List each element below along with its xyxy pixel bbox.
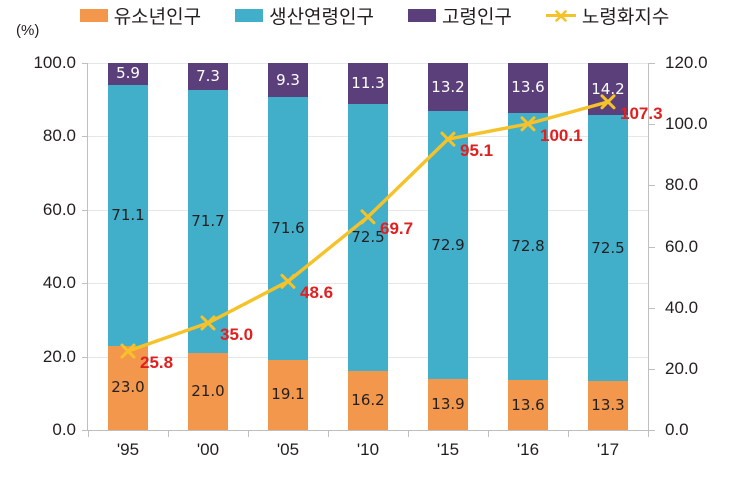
chart-legend: 유소년인구 생산연령인구 고령인구 노령화지수 xyxy=(0,0,749,30)
line-marker-x-icon[interactable] xyxy=(440,131,456,147)
right-axis-tickmark xyxy=(649,430,655,431)
bar-segment[interactable]: 72.8 xyxy=(508,112,548,381)
left-axis-tick-label: 80.0 xyxy=(42,126,76,146)
legend-item-2[interactable]: 생산연령인구 xyxy=(235,2,374,29)
x-axis-tickmark xyxy=(328,431,329,437)
bar-segment[interactable]: 72.5 xyxy=(348,104,388,371)
legend-item-1[interactable]: 유소년인구 xyxy=(79,2,202,29)
square-swatch-icon xyxy=(235,8,264,22)
left-axis-tick-label: 60.0 xyxy=(42,199,76,219)
right-axis-line xyxy=(648,63,649,431)
x-axis-tick-label: '16 xyxy=(516,440,540,459)
x-axis-tick-label: '17 xyxy=(596,440,620,459)
square-swatch-icon xyxy=(407,8,436,22)
line-x-marker-icon xyxy=(545,8,576,22)
x-axis-tick-label: '05 xyxy=(276,440,300,459)
right-axis-tick-label: 120.0 xyxy=(665,53,708,72)
line-value-label: 35.0 xyxy=(220,324,254,344)
line-marker-x-icon[interactable] xyxy=(120,343,136,359)
legend-item-3[interactable]: 고령인구 xyxy=(407,2,512,29)
right-axis-tickmark xyxy=(649,124,655,126)
right-axis-tickmark xyxy=(649,185,655,187)
line-series-layer: 25.8 35.0 48.6 69.7 95.1 100.1 107.3 xyxy=(88,63,663,430)
right-axis-tick-label: 60.0 xyxy=(665,236,699,256)
y-axis-unit-label: (%) xyxy=(16,22,40,39)
left-axis-tick-label: 100.0 xyxy=(33,53,76,72)
x-axis-tickmark xyxy=(248,431,249,437)
line-marker-x-icon[interactable] xyxy=(280,273,296,289)
line-marker-x-icon[interactable] xyxy=(360,209,376,225)
bar-stack[interactable]: 13.6 72.8 13.6 xyxy=(508,63,548,430)
right-axis-tick-label: 40.0 xyxy=(665,297,699,317)
x-axis-tickmark xyxy=(88,431,89,437)
line-value-label: 100.1 xyxy=(540,125,583,145)
right-axis-tickmark xyxy=(649,307,655,309)
line-value-label: 25.8 xyxy=(140,353,174,373)
left-axis-tick-label: 40.0 xyxy=(42,273,76,293)
square-swatch-icon xyxy=(79,8,108,22)
line-marker-x-icon[interactable] xyxy=(520,116,536,132)
right-axis-tickmark xyxy=(649,63,655,64)
line-chart-svg xyxy=(120,94,616,359)
x-axis-tickmark xyxy=(408,431,409,437)
line-path xyxy=(126,100,610,353)
x-axis-tickmark xyxy=(488,431,489,437)
line-value-label: 107.3 xyxy=(620,103,663,123)
bar-stack[interactable]: 16.2 72.5 11.3 xyxy=(348,63,388,430)
right-axis-tick-label: 100.0 xyxy=(665,114,708,134)
x-axis-tickmark xyxy=(168,431,169,437)
line-marker-x-icon[interactable] xyxy=(200,315,216,331)
line-value-label: 69.7 xyxy=(380,218,414,238)
right-axis-tick-label: 80.0 xyxy=(665,175,699,195)
legend-label: 유소년인구 xyxy=(113,5,202,28)
legend-label: 생산연령인구 xyxy=(269,5,374,28)
left-axis-tickmark xyxy=(82,356,88,358)
left-axis-tickmark xyxy=(82,283,88,285)
line-value-label: 95.1 xyxy=(460,141,494,161)
gridline xyxy=(88,430,648,431)
right-axis-tickmark xyxy=(649,246,655,248)
bar-stack[interactable]: 19.1 71.6 9.3 xyxy=(268,63,308,430)
x-axis-tick-label: '00 xyxy=(196,440,220,459)
left-axis-tick-label: 20.0 xyxy=(42,346,76,366)
line-value-label: 48.6 xyxy=(300,283,334,303)
legend-label: 노령화지수 xyxy=(581,5,670,28)
x-axis-tick-label: '95 xyxy=(116,440,140,459)
left-axis-tickmark xyxy=(82,63,88,64)
x-axis-tick-label: '10 xyxy=(356,440,380,459)
x-axis-tick-label: '15 xyxy=(436,440,460,459)
left-axis-tickmark xyxy=(82,209,88,211)
left-axis-tickmark xyxy=(82,136,88,138)
left-axis-tick-label: 0.0 xyxy=(52,420,76,439)
left-axis-line xyxy=(87,63,88,431)
x-axis-tickmark xyxy=(648,431,649,437)
right-axis-tick-label: 20.0 xyxy=(665,358,699,378)
right-axis-tickmark xyxy=(649,368,655,370)
x-axis-tickmark xyxy=(568,431,569,437)
right-axis-tick-label: 0.0 xyxy=(665,420,689,439)
left-axis-tickmark xyxy=(82,430,88,431)
line-marker-x-icon[interactable] xyxy=(600,94,616,110)
legend-label: 고령인구 xyxy=(441,5,512,28)
legend-item-4[interactable]: 노령화지수 xyxy=(545,2,670,29)
